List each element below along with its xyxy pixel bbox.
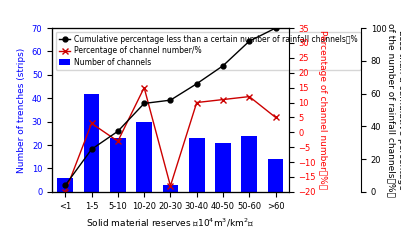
Bar — [162, 185, 178, 192]
Percentage of channel number/% — [273, 116, 278, 119]
Bar — [110, 138, 126, 192]
Cumulative percentage less than a certain number of rainfall channels！% — [115, 130, 120, 133]
Percentage of channel number/% — [115, 140, 120, 143]
Bar — [241, 136, 257, 192]
Cumulative percentage less than a certain number of rainfall channels！% — [168, 99, 173, 102]
Bar — [189, 138, 205, 192]
Bar — [84, 94, 99, 192]
Bar — [268, 159, 284, 192]
Line: Cumulative percentage less than a certain number of rainfall channels！%: Cumulative percentage less than a certai… — [63, 26, 278, 188]
Cumulative percentage less than a certain number of rainfall channels！% — [247, 40, 252, 43]
Cumulative percentage less than a certain number of rainfall channels！% — [221, 64, 225, 67]
Y-axis label: Less than a cumulative percentage
of the number of rainfall channels（%）: Less than a cumulative percentage of the… — [387, 23, 401, 197]
Percentage of channel number/% — [194, 101, 199, 104]
Cumulative percentage less than a certain number of rainfall channels！% — [142, 102, 146, 105]
Bar — [136, 122, 152, 192]
X-axis label: Solid material reserves （$10^4$m$^3$/km$^2$）: Solid material reserves （$10^4$m$^3$/km$… — [86, 216, 255, 229]
Percentage of channel number/% — [142, 86, 146, 89]
Percentage of channel number/% — [89, 122, 94, 125]
Cumulative percentage less than a certain number of rainfall channels！% — [89, 148, 94, 151]
Cumulative percentage less than a certain number of rainfall channels！% — [273, 27, 278, 29]
Y-axis label: Percentage of channel number（%）: Percentage of channel number（%） — [318, 30, 327, 190]
Y-axis label: Number of trenches (strips): Number of trenches (strips) — [17, 47, 26, 173]
Bar — [215, 143, 231, 192]
Percentage of channel number/% — [221, 98, 225, 101]
Cumulative percentage less than a certain number of rainfall channels！% — [194, 82, 199, 85]
Percentage of channel number/% — [247, 95, 252, 98]
Percentage of channel number/% — [168, 185, 173, 187]
Bar — [57, 178, 73, 192]
Legend: Cumulative percentage less than a certain number of rainfall channels！%, Percent: Cumulative percentage less than a certai… — [56, 32, 361, 69]
Percentage of channel number/% — [63, 190, 68, 193]
Line: Percentage of channel number/%: Percentage of channel number/% — [63, 85, 278, 195]
Cumulative percentage less than a certain number of rainfall channels！% — [63, 184, 68, 187]
